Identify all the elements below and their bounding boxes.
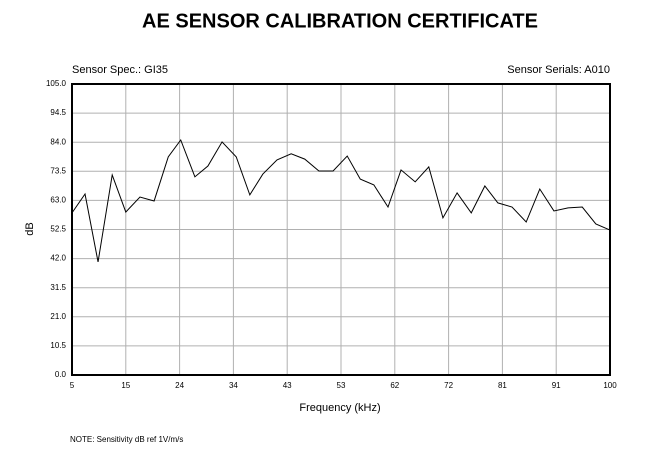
x-tick-label: 72 <box>444 381 453 390</box>
x-tick-label: 15 <box>121 381 130 390</box>
x-tick-label: 91 <box>552 381 561 390</box>
x-tick-label: 5 <box>70 381 75 390</box>
chart-title: AE SENSOR CALIBRATION CERTIFICATE <box>142 10 538 32</box>
y-axis-label: dB <box>24 222 36 235</box>
x-tick-label: 53 <box>337 381 346 390</box>
x-tick-label: 43 <box>283 381 292 390</box>
sensor-spec: Sensor Spec.: GI35 <box>72 64 168 76</box>
y-tick-label: 94.5 <box>50 108 66 117</box>
y-tick-label: 84.0 <box>50 137 66 146</box>
y-tick-label: 73.5 <box>50 166 66 175</box>
x-tick-label: 62 <box>390 381 399 390</box>
x-tick-label: 24 <box>175 381 184 390</box>
sensor-serials: Sensor Serials: A010 <box>507 64 610 76</box>
data-line <box>71 138 611 263</box>
x-axis-label: Frequency (kHz) <box>299 402 380 414</box>
y-tick-label: 105.0 <box>46 79 67 88</box>
y-tick-label: 10.5 <box>50 341 66 350</box>
y-tick-label: 31.5 <box>50 283 66 292</box>
x-tick-label: 81 <box>498 381 507 390</box>
y-tick-label: 21.0 <box>50 312 66 321</box>
x-tick-label: 34 <box>229 381 238 390</box>
y-tick-label: 42.0 <box>50 254 66 263</box>
x-tick-label: 100 <box>603 381 617 390</box>
plot-frame <box>71 83 611 376</box>
note: NOTE: Sensitivity dB ref 1V/m/s <box>70 435 183 444</box>
y-tick-label: 0.0 <box>55 370 67 379</box>
y-tick-label: 63.0 <box>50 196 66 205</box>
y-tick-label: 52.5 <box>50 225 66 234</box>
